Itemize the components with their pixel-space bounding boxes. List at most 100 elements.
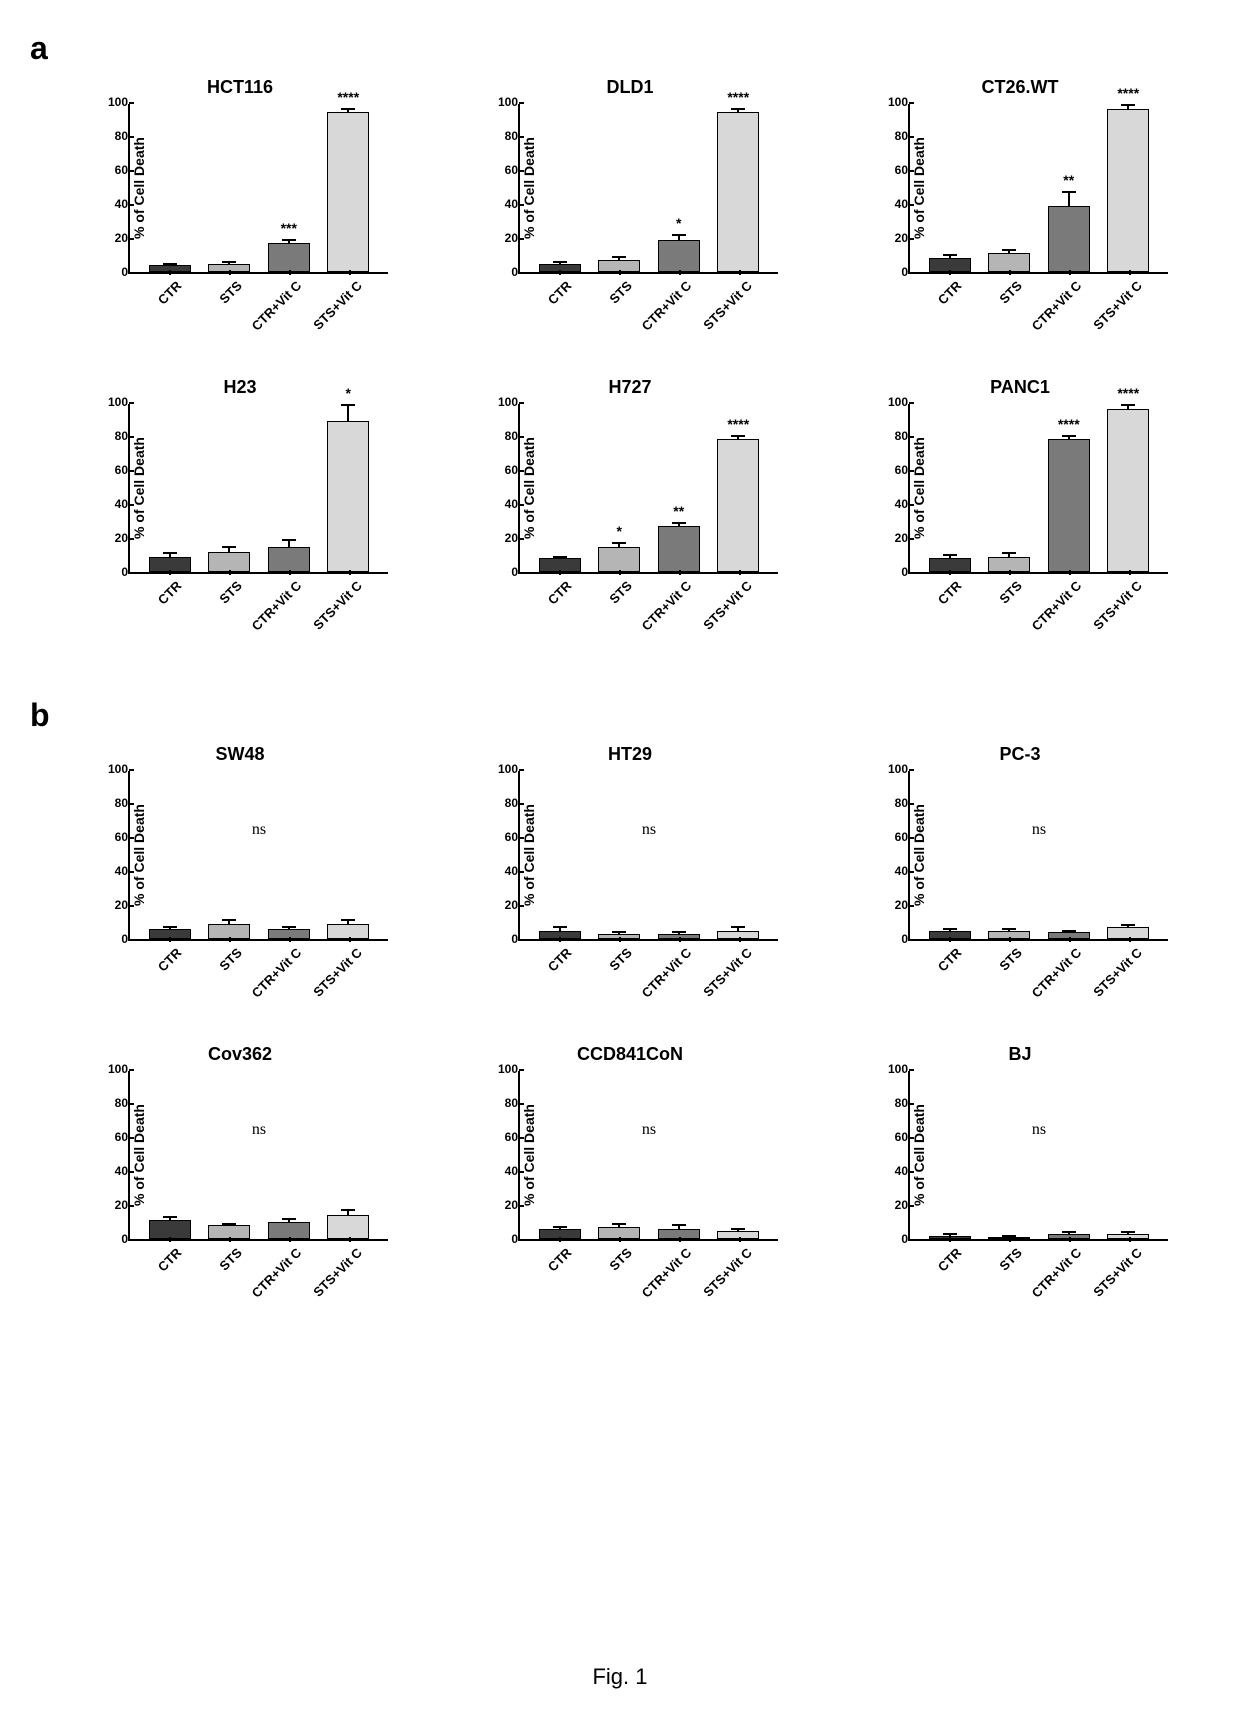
x-tick: [289, 937, 291, 942]
y-ticks: 020406080100: [96, 404, 128, 572]
chart-title: BJ: [860, 1044, 1180, 1065]
y-tick: 0: [100, 1232, 128, 1246]
x-tick-label: CTR+Vit C: [249, 578, 305, 634]
x-tick-label: STS: [996, 945, 1024, 973]
error-cap: [553, 556, 567, 558]
error-cap: [943, 554, 957, 556]
significance-label: ****: [1117, 85, 1139, 101]
x-tick-label: CTR: [935, 1245, 964, 1274]
bar: [717, 439, 759, 572]
x-tick-label: CTR+Vit C: [1029, 578, 1085, 634]
y-tick: 40: [100, 864, 128, 878]
y-tick: 60: [100, 463, 128, 477]
error-cap: [672, 1224, 686, 1226]
charts-grid-a: HCT116% of Cell Death020406080100*******…: [80, 77, 1210, 657]
plot-area: % of Cell Death020406080100CTRSTSCTR+Vit…: [908, 771, 1168, 941]
x-tick: [169, 1237, 171, 1242]
error-cap: [672, 234, 686, 236]
x-tick-label: STS: [606, 578, 634, 606]
x-tick: [349, 937, 351, 942]
y-tick: 80: [880, 429, 908, 443]
x-tick: [1069, 570, 1071, 575]
x-tick-label: STS+Vit C: [310, 278, 365, 333]
x-labels: CTRSTSCTR+Vit CSTS+Vit C: [520, 939, 778, 1019]
bar-wrap: ****: [327, 112, 369, 272]
x-tick-label: STS: [606, 945, 634, 973]
x-tick-label: STS+Vit C: [700, 278, 755, 333]
y-ticks: 020406080100: [486, 1071, 518, 1239]
x-tick: [1009, 270, 1011, 275]
bar-chart: CCD841CoN% of Cell Death020406080100CTRS…: [470, 1044, 790, 1324]
y-ticks: 020406080100: [876, 771, 908, 939]
x-labels: CTRSTSCTR+Vit CSTS+Vit C: [520, 272, 778, 352]
error-cap: [1062, 191, 1076, 193]
ns-label: ns: [252, 1121, 266, 1139]
bars-container: ********: [910, 404, 1168, 572]
bar: [658, 526, 700, 572]
plot-area: % of Cell Death020406080100******CTRSTSC…: [908, 104, 1168, 274]
x-tick: [1069, 270, 1071, 275]
x-tick: [949, 937, 951, 942]
plot-area: % of Cell Death020406080100*CTRSTSCTR+Vi…: [128, 404, 388, 574]
x-tick: [559, 270, 561, 275]
x-tick-label: CTR: [155, 945, 184, 974]
x-tick-label: CTR+Vit C: [1029, 945, 1085, 1001]
bar-chart: DLD1% of Cell Death020406080100*****CTRS…: [470, 77, 790, 357]
x-tick: [559, 937, 561, 942]
bar-wrap: ***: [268, 243, 310, 272]
bar: [327, 1215, 369, 1239]
x-labels: CTRSTSCTR+Vit CSTS+Vit C: [130, 572, 388, 652]
error-cap: [341, 404, 355, 406]
y-tick: 60: [490, 463, 518, 477]
x-tick: [169, 270, 171, 275]
error-cap: [341, 919, 355, 921]
error-cap: [612, 256, 626, 258]
x-tick: [229, 937, 231, 942]
x-tick-label: STS: [606, 278, 634, 306]
y-tick: 80: [100, 429, 128, 443]
x-labels: CTRSTSCTR+Vit CSTS+Vit C: [130, 939, 388, 1019]
x-tick: [619, 270, 621, 275]
error-cap: [553, 926, 567, 928]
significance-label: ****: [1058, 416, 1080, 432]
charts-grid-b: SW48% of Cell Death020406080100CTRSTSCTR…: [80, 744, 1210, 1324]
bar-wrap: **: [1048, 206, 1090, 272]
y-tick: 100: [100, 1062, 128, 1076]
x-tick: [289, 270, 291, 275]
bar: [327, 112, 369, 272]
x-tick: [349, 270, 351, 275]
bar: [268, 547, 310, 573]
x-tick: [739, 1237, 741, 1242]
x-tick-label: CTR+Vit C: [249, 945, 305, 1001]
ns-label: ns: [1032, 1121, 1046, 1139]
bars-container: *******: [130, 104, 388, 272]
chart-title: CCD841CoN: [470, 1044, 790, 1065]
y-tick: 20: [880, 231, 908, 245]
y-tick: 40: [490, 864, 518, 878]
significance-label: **: [1063, 172, 1074, 188]
y-tick: 20: [490, 531, 518, 545]
y-tick: 80: [490, 1096, 518, 1110]
ns-label: ns: [252, 821, 266, 839]
y-ticks: 020406080100: [96, 1071, 128, 1239]
x-tick-label: STS: [996, 278, 1024, 306]
x-tick-label: STS+Vit C: [1090, 1245, 1145, 1300]
bar: [1048, 206, 1090, 272]
y-tick: 60: [490, 830, 518, 844]
significance-label: ****: [337, 89, 359, 105]
error-cap: [731, 1228, 745, 1230]
error-cap: [553, 1226, 567, 1228]
error-cap: [222, 919, 236, 921]
x-tick: [1009, 570, 1011, 575]
x-tick-label: STS: [606, 1245, 634, 1273]
y-tick: 40: [880, 864, 908, 878]
significance-label: ****: [727, 89, 749, 105]
error-cap: [612, 931, 626, 933]
significance-label: ****: [1117, 385, 1139, 401]
y-ticks: 020406080100: [876, 404, 908, 572]
x-labels: CTRSTSCTR+Vit CSTS+Vit C: [130, 272, 388, 352]
y-tick: 60: [880, 830, 908, 844]
bar-wrap: [268, 547, 310, 573]
y-ticks: 020406080100: [486, 104, 518, 272]
bar-chart: HCT116% of Cell Death020406080100*******…: [80, 77, 400, 357]
